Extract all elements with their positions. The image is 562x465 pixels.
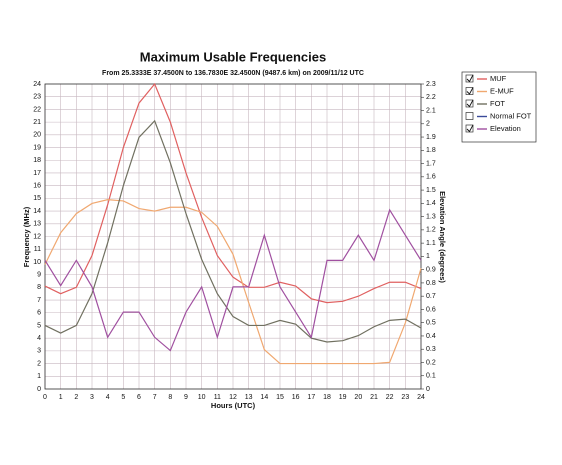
y2-tick-label: 0.7	[426, 293, 436, 300]
x-tick-label: 18	[323, 394, 331, 401]
y2-tick-label: 0.5	[426, 320, 436, 327]
series-line	[44, 208, 422, 352]
series-line	[44, 82, 422, 304]
y2-tick-label: 1.6	[426, 174, 436, 181]
y-tick-label: 3	[37, 348, 41, 355]
x-tick-label: 9	[184, 394, 188, 401]
y-tick-label: 19	[33, 144, 41, 151]
x-tick-label: 19	[339, 394, 347, 401]
x-tick-label: 21	[370, 394, 378, 401]
chart-title: Maximum Usable Frequencies	[140, 49, 326, 64]
y2-axis-label: Elevation Angle (degrees)	[438, 191, 447, 283]
y2-tick-label: 0.4	[426, 333, 436, 340]
y-tick-label: 7	[37, 297, 41, 304]
y2-tick-label: 0.3	[426, 346, 436, 353]
x-tick-label: 17	[307, 394, 315, 401]
legend-check	[466, 74, 474, 83]
x-tick-label: 0	[43, 394, 47, 401]
y2-tick-label: 1.4	[426, 200, 436, 207]
y-tick-label: 9	[37, 271, 41, 278]
y-tick-label: 15	[33, 195, 41, 202]
x-tick-label: 15	[276, 394, 284, 401]
legend-checkbox	[465, 112, 474, 120]
y2-tick-label: 1.9	[426, 134, 436, 141]
legend-label: Elevation	[490, 124, 521, 133]
legend-label: MUF	[490, 74, 507, 83]
y2-tick-label: 1.5	[426, 187, 436, 194]
x-tick-label: 20	[354, 394, 362, 401]
y-tick-label: 2	[37, 360, 41, 367]
y2-tick-label: 1.2	[426, 227, 436, 234]
x-tick-label: 2	[74, 394, 78, 401]
legend-label: Normal FOT	[490, 111, 532, 120]
y-tick-label: 6	[37, 310, 41, 317]
x-tick-label: 16	[292, 394, 300, 401]
legend-check	[466, 99, 474, 108]
x-axis-label: Hours (UTC)	[211, 401, 256, 410]
y2-tick-label: 0.8	[426, 280, 436, 287]
x-tick-label: 13	[245, 394, 253, 401]
y-tick-label: 20	[33, 132, 41, 139]
y2-tick-label: 1	[426, 253, 430, 260]
y-tick-label: 1	[37, 373, 41, 380]
y-tick-label: 22	[33, 106, 41, 113]
x-tick-label: 10	[198, 394, 206, 401]
y2-tick-label: 0.6	[426, 306, 436, 313]
x-tick-label: 22	[386, 394, 394, 401]
y2-tick-label: 1.8	[426, 147, 436, 154]
y-tick-label: 17	[33, 170, 41, 177]
legend-check	[466, 124, 474, 133]
y2-tick-label: 2.1	[426, 107, 436, 114]
y-tick-label: 12	[33, 233, 41, 240]
x-tick-label: 11	[214, 394, 221, 401]
series-line	[44, 199, 422, 365]
y-tick-label: 8	[37, 284, 41, 291]
chart-subtitle: From 25.3333E 37.4500N to 136.7830E 32.4…	[102, 70, 364, 77]
x-tick-label: 14	[260, 394, 268, 401]
y-tick-label: 4	[37, 335, 41, 342]
y2-tick-label: 1.3	[426, 213, 436, 220]
y-tick-label: 23	[33, 94, 41, 101]
legend-check	[466, 87, 474, 95]
y-tick-label: 11	[34, 246, 41, 253]
legend-label: FOT	[490, 99, 505, 108]
y2-tick-label: 1.1	[426, 240, 436, 247]
legend-label: E-MUF	[490, 86, 514, 95]
y-tick-label: 10	[33, 259, 41, 266]
y-tick-label: 24	[33, 81, 41, 88]
x-tick-label: 7	[153, 394, 157, 401]
y-tick-label: 5	[37, 322, 41, 329]
series-line	[44, 119, 422, 343]
plot-frame	[44, 83, 422, 390]
y-tick-label: 13	[33, 221, 41, 228]
x-tick-label: 5	[121, 394, 125, 401]
y2-tick-label: 2.3	[426, 81, 436, 88]
y-tick-label: 0	[37, 386, 41, 393]
y2-tick-label: 2.2	[426, 94, 436, 101]
x-tick-label: 24	[417, 394, 425, 401]
y-tick-label: 21	[33, 119, 41, 126]
x-tick-label: 6	[137, 394, 141, 401]
x-tick-label: 12	[229, 394, 237, 401]
x-tick-label: 1	[59, 394, 63, 401]
y-tick-label: 14	[33, 208, 41, 215]
x-tick-label: 8	[168, 394, 172, 401]
y-axis-label: Frequency (MHz)	[22, 206, 31, 267]
y2-tick-label: 0.1	[426, 373, 436, 380]
x-tick-label: 4	[106, 394, 110, 401]
y2-tick-label: 0	[426, 386, 430, 393]
y2-tick-label: 0.9	[426, 266, 436, 273]
x-tick-label: 23	[401, 394, 409, 401]
y2-tick-label: 0.2	[426, 359, 436, 366]
y-tick-label: 18	[33, 157, 41, 164]
x-tick-label: 3	[90, 394, 94, 401]
legend-box	[461, 71, 537, 143]
y-tick-label: 16	[33, 183, 41, 190]
y2-tick-label: 2	[426, 121, 430, 128]
y2-tick-label: 1.7	[426, 160, 436, 167]
